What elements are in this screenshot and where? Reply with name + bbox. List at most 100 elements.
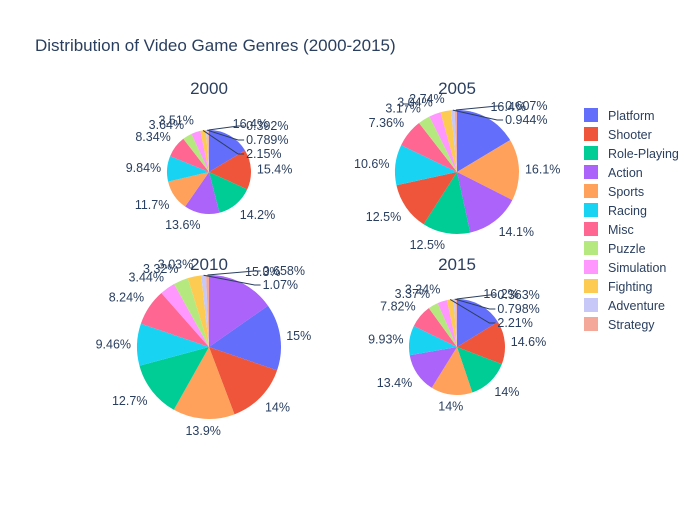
pie-label-2005-racing: 10.6%: [354, 157, 389, 171]
pie-slice-2015-role-playing[interactable]: [457, 347, 502, 393]
pie-slice-2010-shooter[interactable]: [209, 347, 278, 415]
legend-label-fighting: Fighting: [608, 280, 653, 294]
pie-slice-2015-action[interactable]: [409, 347, 457, 388]
legend-swatch-puzzle: [584, 241, 598, 255]
pie-slice-2000-puzzle[interactable]: [183, 133, 209, 172]
pie-slice-2000-racing[interactable]: [167, 156, 209, 182]
legend-label-strategy: Strategy: [608, 318, 655, 332]
pie-slice-2015-misc[interactable]: [413, 308, 457, 347]
pie-slice-2010-platform[interactable]: [209, 305, 281, 371]
pie-slice-2015-racing[interactable]: [409, 326, 457, 356]
pie-slice-2005-shooter[interactable]: [396, 172, 457, 225]
legend-label-simulation: Simulation: [608, 261, 666, 275]
pie-slice-2005-sports[interactable]: [457, 140, 519, 201]
pie-label-2015-sports: 14%: [438, 400, 463, 414]
pie-slice-2005-fighting[interactable]: [440, 110, 457, 172]
pie-label-2005-puzzle: 3.17%: [385, 101, 420, 115]
pie-slice-2015-platform[interactable]: [457, 299, 498, 347]
pie-leader-2005-strategy: [455, 105, 504, 111]
pie-slice-2010-simulation[interactable]: [161, 284, 209, 347]
pie-label-2010-platform: 15%: [286, 329, 311, 343]
pie-slice-2005-action[interactable]: [457, 172, 513, 233]
legend-item-fighting[interactable]: Fighting: [584, 279, 653, 294]
legend-item-action[interactable]: Action: [584, 165, 643, 180]
pie-slice-2015-adventure[interactable]: [453, 299, 457, 347]
legend-item-strategy[interactable]: Strategy: [584, 317, 655, 332]
pie-label-2010-puzzle: 3.32%: [143, 262, 178, 276]
pie-label-2010-racing: 9.46%: [96, 337, 131, 351]
pie-slice-2010-sports[interactable]: [173, 347, 235, 419]
legend-swatch-strategy: [584, 317, 598, 331]
pie-title-2000: 2000: [190, 79, 228, 98]
legend-item-sports[interactable]: Sports: [584, 184, 644, 199]
pie-slice-2000-adventure[interactable]: [205, 130, 209, 172]
pie-label-2000-shooter: 15.4%: [257, 162, 292, 176]
pie-label-2005-simulation: 3.04%: [397, 95, 432, 109]
pie-slice-2010-fighting[interactable]: [187, 275, 209, 347]
pie-slice-2005-role-playing[interactable]: [423, 172, 471, 234]
legend-item-misc[interactable]: Misc: [584, 222, 634, 237]
legend-label-platform: Platform: [608, 109, 655, 123]
pie-slice-2005-adventure[interactable]: [450, 110, 457, 172]
pie-slice-2015-puzzle[interactable]: [428, 303, 457, 347]
pie-label-2010-misc: 8.24%: [109, 291, 144, 305]
pie-slice-2015-simulation[interactable]: [437, 300, 457, 347]
pie-slice-2000-action[interactable]: [185, 172, 220, 214]
pie-title-2010: 2010: [190, 255, 228, 274]
pie-slice-2015-shooter[interactable]: [457, 321, 505, 365]
pie-label-2000-adventure: 0.789%: [246, 133, 288, 147]
pie-slice-2000-strategy[interactable]: [207, 130, 209, 172]
pie-slice-2010-puzzle[interactable]: [174, 278, 209, 347]
pie-label-2000-racing: 9.84%: [126, 161, 161, 175]
pie-slice-2015-fighting[interactable]: [446, 299, 457, 347]
legend-item-puzzle[interactable]: Puzzle: [584, 241, 646, 256]
pie-2010: 2010 15.3% 15% 14% 13.9% 12.7% 9.46% 8.24% 3.44%…: [96, 255, 312, 438]
pie-slice-2005-racing[interactable]: [395, 145, 457, 186]
pie-leader-2000-adventure: [206, 129, 245, 141]
pie-label-2000-sports: 11.7%: [135, 198, 170, 212]
legend-item-adventure[interactable]: Adventure: [584, 298, 665, 313]
pie-label-2005-misc: 7.36%: [369, 116, 404, 130]
legend-label-misc: Misc: [608, 223, 634, 237]
pie-slice-2005-platform[interactable]: [457, 110, 511, 172]
pie-label-2010-strategy: 0.658%: [263, 264, 305, 278]
pie-label-2015-simulation: 3.24%: [405, 283, 440, 297]
pie-slice-2000-fighting[interactable]: [200, 130, 209, 172]
pie-slice-2000-misc[interactable]: [170, 138, 209, 172]
legend-item-racing[interactable]: Racing: [584, 203, 647, 218]
pie-label-2005-role-playing: 12.5%: [410, 238, 445, 252]
pie-slice-2005-misc[interactable]: [401, 122, 457, 172]
pie-slice-2010-misc[interactable]: [140, 293, 209, 347]
pie-label-2015-action: 13.4%: [377, 376, 412, 390]
pie-slice-2010-adventure[interactable]: [201, 275, 209, 347]
pie-slice-2000-sports[interactable]: [168, 172, 209, 207]
pie-2005: 200516.4%16.1%14.1%12.5%12.5%10.6%7.36%3…: [354, 79, 560, 252]
pie-label-2000-strategy: 0.392%: [246, 119, 288, 133]
pie-slice-2010-strategy[interactable]: [206, 275, 209, 347]
pie-slice-2005-simulation[interactable]: [429, 112, 457, 172]
pie-slice-2010-racing[interactable]: [137, 323, 209, 366]
pie-label-2005-shooter: 12.5%: [366, 210, 401, 224]
pie-slice-2005-strategy[interactable]: [454, 110, 457, 172]
legend-item-shooter[interactable]: Shooter: [584, 127, 652, 142]
pie-slice-2005-puzzle[interactable]: [419, 116, 457, 172]
pie-slice-2010-role-playing[interactable]: [139, 347, 209, 410]
pie-slice-2000-simulation[interactable]: [191, 130, 209, 172]
pie-slice-2000-role-playing[interactable]: [209, 172, 248, 213]
legend-item-simulation[interactable]: Simulation: [584, 260, 666, 275]
legend-item-role-playing[interactable]: Role-Playing: [584, 146, 679, 161]
pie-slice-2015-strategy[interactable]: [455, 299, 457, 347]
legend-label-adventure: Adventure: [608, 299, 665, 313]
pie-2015: 2015 16.2% 14.6% 14% 14% 13.4% 9.93% 7.82%3.37%…: [368, 255, 546, 414]
pie-title-2005: 2005: [438, 79, 476, 98]
pie-slice-2015-sports[interactable]: [431, 347, 473, 395]
pie-label-2005-adventure: 0.944%: [505, 113, 547, 127]
pie-slice-2000-shooter[interactable]: [209, 150, 251, 190]
pie-slice-2010-action[interactable]: [209, 275, 268, 347]
legend-item-platform[interactable]: Platform: [584, 108, 655, 123]
pie-label-2015-fighting: 2.21%: [497, 316, 532, 330]
legend-swatch-racing: [584, 203, 598, 217]
legend[interactable]: Platform Shooter Role-Playing Action Sports R…: [584, 108, 679, 332]
